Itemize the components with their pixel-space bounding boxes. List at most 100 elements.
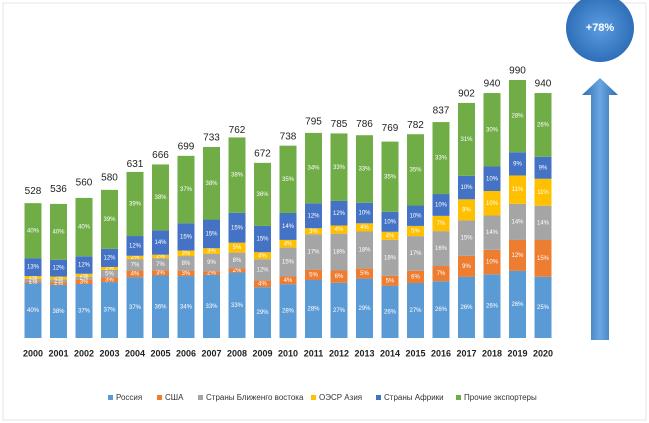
segment-label: 13% xyxy=(27,265,40,271)
legend-label: США xyxy=(165,393,184,402)
segment-label: 26% xyxy=(537,122,550,128)
segment-label: 3% xyxy=(182,271,191,277)
legend-label: Страны Африки xyxy=(384,393,444,402)
bar-segment xyxy=(152,164,169,231)
segment-label: 2% xyxy=(29,278,38,284)
segment-label: 26% xyxy=(486,304,499,310)
bar-segment xyxy=(101,266,118,270)
bar-segment xyxy=(152,258,169,271)
bar-segment xyxy=(126,236,144,256)
bar-segment xyxy=(432,231,450,267)
total-label: 528 xyxy=(25,186,42,197)
segment-label: 14% xyxy=(154,240,167,246)
growth-circle xyxy=(566,0,634,62)
bar-segment xyxy=(483,93,501,167)
segment-label: 34% xyxy=(307,166,320,172)
segment-label: 10% xyxy=(486,176,499,182)
bar-segment xyxy=(483,215,501,250)
bar-segment xyxy=(432,266,450,282)
bar-segment xyxy=(407,134,424,206)
bar-segment xyxy=(534,276,552,338)
legend-swatch xyxy=(311,395,316,400)
bar-segment xyxy=(228,252,246,269)
bar-segment xyxy=(177,270,195,277)
segment-label: 4% xyxy=(360,225,369,231)
bar-segment xyxy=(203,253,220,272)
segment-label: 14% xyxy=(282,224,295,230)
bar-segment xyxy=(381,231,399,240)
segment-label: 37% xyxy=(180,187,193,193)
x-tick-label: 2004 xyxy=(125,348,145,358)
segment-label: 9% xyxy=(539,165,548,171)
legend-label: ОЭСР Азия xyxy=(319,393,362,402)
segment-label: 37% xyxy=(78,309,91,315)
segment-label: 28% xyxy=(307,307,320,313)
segment-label: 3% xyxy=(207,249,216,255)
bar-segment xyxy=(254,252,271,260)
segment-label: 33% xyxy=(205,304,218,310)
segment-label: 3% xyxy=(105,277,114,283)
bar-segment xyxy=(509,80,526,153)
segment-label: 4% xyxy=(386,233,395,239)
x-tick-label: 2007 xyxy=(201,348,221,358)
bar-segment xyxy=(381,239,399,276)
bar-segment xyxy=(50,259,67,277)
x-tick-label: 2006 xyxy=(176,348,196,358)
segment-label: 3% xyxy=(156,270,165,276)
segment-label: 2% xyxy=(80,273,89,279)
bar-segment xyxy=(126,255,144,260)
legend-swatch xyxy=(376,395,381,400)
segment-label: 2% xyxy=(54,278,63,284)
legend-label: Прочие экспортеры xyxy=(464,393,537,402)
segment-label: 3% xyxy=(80,279,89,285)
segment-label: 9% xyxy=(462,207,471,213)
bar-segment xyxy=(330,282,348,338)
bar-segment xyxy=(177,276,195,338)
bar-segment xyxy=(75,197,93,257)
growth-arrow xyxy=(582,78,618,340)
segment-label: 12% xyxy=(511,253,524,259)
segment-label: 16% xyxy=(435,246,448,252)
segment-label: 8% xyxy=(182,261,191,267)
segment-label: 12% xyxy=(256,267,269,273)
segment-label: 3% xyxy=(309,229,318,235)
total-label: 666 xyxy=(152,150,169,161)
segment-label: 4% xyxy=(284,278,293,284)
bar-segment xyxy=(407,225,424,237)
segment-label: 37% xyxy=(129,305,142,311)
total-label: 940 xyxy=(484,79,501,90)
total-label: 733 xyxy=(203,133,220,144)
bar-segment xyxy=(101,277,118,283)
bar-segment xyxy=(24,282,42,338)
bar-segment xyxy=(24,276,42,279)
segment-label: 2% xyxy=(54,281,63,287)
total-label: 837 xyxy=(433,106,450,117)
segment-label: 2% xyxy=(105,266,114,272)
bar-segment xyxy=(203,274,220,338)
segment-label: 17% xyxy=(409,251,422,257)
x-tick-label: 2013 xyxy=(354,348,374,358)
segment-label: 25% xyxy=(537,305,550,311)
segment-label: 35% xyxy=(384,174,397,180)
x-tick-label: 2011 xyxy=(304,348,324,358)
segment-label: 4% xyxy=(258,253,267,259)
bar-segment xyxy=(203,248,220,254)
segment-label: 17% xyxy=(307,250,320,256)
segment-label: 18% xyxy=(358,247,371,253)
bar-segment xyxy=(407,236,424,271)
segment-label: 10% xyxy=(409,213,422,219)
total-label: 631 xyxy=(127,159,144,170)
segment-label: 26% xyxy=(435,307,448,313)
x-tick-label: 2003 xyxy=(99,348,119,358)
segment-label: 2% xyxy=(156,254,165,260)
legend-swatch xyxy=(108,395,113,400)
segment-label: 29% xyxy=(358,306,371,312)
bar-segment xyxy=(356,268,373,279)
bar-segment xyxy=(203,219,220,249)
segment-label: 3% xyxy=(182,251,191,257)
segment-label: 37% xyxy=(103,308,116,314)
bar-segment xyxy=(228,268,246,273)
bar-segment xyxy=(254,287,271,338)
segment-label: 8% xyxy=(233,258,242,264)
